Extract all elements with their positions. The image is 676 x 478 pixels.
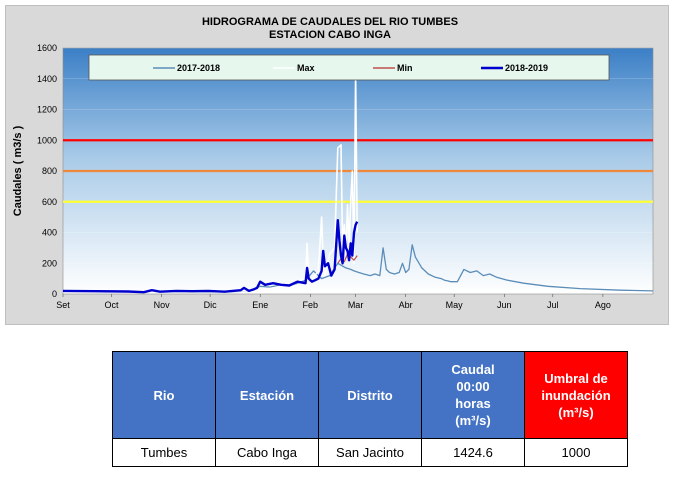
header-distrito: Distrito: [318, 351, 422, 439]
y-tick-label: 0: [52, 289, 57, 299]
y-tick-label: 200: [42, 258, 57, 268]
chart: HIDROGRAMA DE CAUDALES DEL RIO TUMBES ES…: [12, 16, 654, 310]
x-tick-label: Dic: [204, 300, 217, 310]
x-tick-label: Abr: [399, 300, 413, 310]
y-tick-label: 1200: [37, 105, 57, 115]
header-rio: Rio: [112, 351, 216, 439]
legend-label-max: Max: [297, 63, 315, 73]
x-tick-label: Mar: [348, 300, 364, 310]
threshold-lines: [63, 139, 653, 203]
x-tick-label: Nov: [154, 300, 171, 310]
x-tick-label: Ene: [252, 300, 268, 310]
x-tick-label: Feb: [303, 300, 319, 310]
table-header-row: Rio Estación Distrito Caudal 00:00 horas…: [112, 351, 628, 439]
header-caudal-line3: horas: [455, 396, 491, 411]
header-umbral: Umbral de inundación (m³/s): [524, 351, 628, 439]
x-tick-label: Jul: [547, 300, 559, 310]
x-tick-label: Ago: [595, 300, 611, 310]
cell-rio: Tumbes: [112, 438, 216, 467]
legend-label-min: Min: [397, 63, 413, 73]
legend-box: [88, 54, 610, 81]
legend: 2017-2018 Max Min 2018-2019: [153, 63, 548, 73]
header-umbral-line1: Umbral de: [544, 370, 608, 386]
x-tick-label: Set: [56, 300, 70, 310]
x-tick-label: May: [446, 300, 464, 310]
cell-caudal: 1424.6: [421, 438, 525, 467]
header-caudal-line1: Caudal: [451, 362, 495, 377]
header-caudal-line2: 00:00: [456, 379, 490, 394]
header-caudal-line4: (m³/s): [455, 413, 491, 428]
cell-estacion: Cabo Inga: [215, 438, 319, 467]
y-tick-label: 1000: [37, 135, 57, 145]
header-umbral-line2: inundación: [541, 387, 611, 403]
header-umbral-line3: (m³/s): [558, 404, 594, 420]
y-tick-label: 800: [42, 166, 57, 176]
chart-subtitle: ESTACION CABO INGA: [269, 29, 391, 41]
series-line-2018-2019: [62, 218, 359, 294]
header-estacion: Estación: [215, 351, 319, 439]
x-tick-label: Jun: [497, 300, 512, 310]
x-tick-label: Oct: [104, 300, 119, 310]
legend-label-2017-2018: 2017-2018: [177, 63, 220, 73]
y-tick-labels: 0 200 400 600 800 1000 1200 1400 1600: [37, 43, 57, 299]
y-tick-label: 400: [42, 228, 57, 238]
y-tick-label: 600: [42, 197, 57, 207]
y-tick-label: 1600: [37, 43, 57, 53]
info-table: Rio Estación Distrito Caudal 00:00 horas…: [112, 351, 628, 467]
chart-title: HIDROGRAMA DE CAUDALES DEL RIO TUMBES: [202, 16, 458, 28]
cell-distrito: San Jacinto: [318, 438, 422, 467]
cell-umbral: 1000: [524, 438, 628, 467]
header-caudal: Caudal 00:00 horas (m³/s): [421, 351, 525, 439]
table-row: Tumbes Cabo Inga San Jacinto 1424.6 1000: [112, 438, 628, 467]
y-tick-label: 1400: [37, 74, 57, 84]
y-axis-label: Caudales ( m3/s ): [12, 125, 24, 216]
legend-label-2018-2019: 2018-2019: [505, 63, 548, 73]
x-tick-labels: Set Oct Nov Dic Ene Feb Mar Abr May Jun Jul Ago: [56, 294, 611, 310]
series-group: [62, 73, 654, 294]
